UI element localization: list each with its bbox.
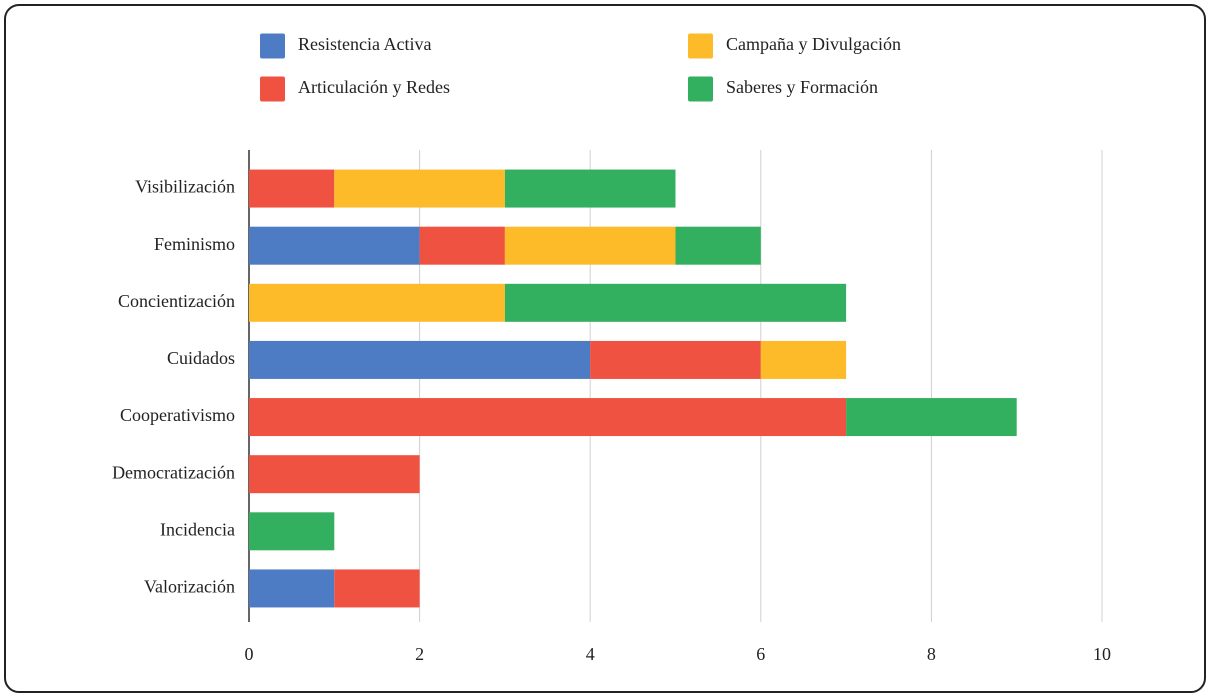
x-tick-label: 2 <box>415 644 424 664</box>
bar-segment <box>249 512 335 551</box>
bar-segment <box>249 226 420 265</box>
bar-segment <box>419 226 505 265</box>
bar-segment <box>675 226 761 265</box>
bar-segment <box>249 340 591 379</box>
bar-segment <box>249 455 420 494</box>
legend-label: Campaña y Divulgación <box>726 34 901 54</box>
y-tick-label: Valorización <box>144 577 235 597</box>
bar-segment <box>334 169 505 208</box>
x-tick-label: 10 <box>1093 644 1111 664</box>
bar-segment <box>249 169 335 208</box>
y-tick-label: Feminismo <box>154 234 235 254</box>
legend-swatch <box>688 76 713 102</box>
bar-segment <box>334 569 420 608</box>
bar-segment <box>249 283 505 322</box>
x-tick-label: 4 <box>586 644 595 664</box>
legend-swatch <box>260 33 285 59</box>
y-tick-label: Visibilización <box>135 177 235 197</box>
bar-segment <box>846 398 1017 437</box>
bar-segment <box>249 398 847 437</box>
bar-segment <box>590 340 761 379</box>
legend-label: Articulación y Redes <box>298 77 450 97</box>
x-tick-label: 6 <box>756 644 765 664</box>
x-tick-label: 8 <box>927 644 936 664</box>
bar-segment <box>504 226 676 265</box>
y-tick-label: Democratización <box>112 462 235 482</box>
bar-segment <box>760 340 847 379</box>
legend-label: Resistencia Activa <box>298 34 431 54</box>
y-tick-label: Cooperativismo <box>120 405 235 425</box>
bar-segment <box>504 169 676 208</box>
bar-segment <box>249 569 335 608</box>
y-tick-label: Incidencia <box>160 519 235 539</box>
legend-label: Saberes y Formación <box>726 77 878 97</box>
legend-swatch <box>688 33 713 59</box>
bar-segment <box>504 283 847 322</box>
x-tick-label: 0 <box>245 644 254 664</box>
y-tick-label: Concientización <box>118 291 235 311</box>
y-tick-label: Cuidados <box>167 348 235 368</box>
legend-swatch <box>260 76 285 102</box>
